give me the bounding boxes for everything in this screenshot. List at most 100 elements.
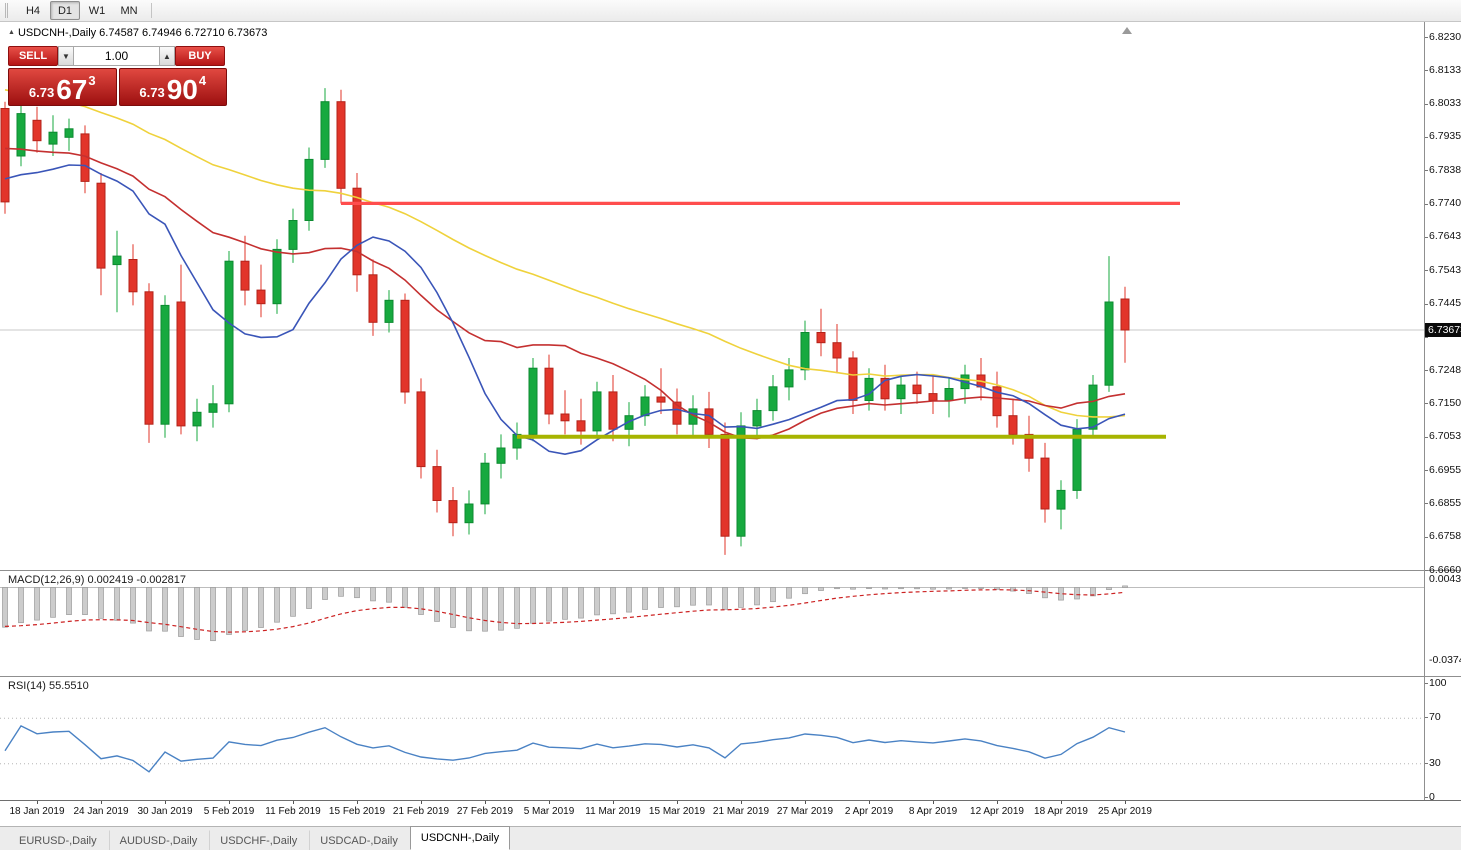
date-tick [997,801,998,804]
macd-histogram-bar [178,587,184,637]
date-label: 5 Feb 2019 [203,806,255,817]
macd-histogram-bar [66,587,72,615]
macd-histogram-bar [642,587,648,610]
moving-average-line-45 [4,89,1126,418]
candle [1024,415,1034,472]
price-axis-tick [1425,104,1428,105]
candle [288,208,298,263]
timeframe-button-mn[interactable]: MN [120,4,138,17]
buy-price-display[interactable]: 6.73 90 4 [118,68,227,106]
macd-histogram-bar [722,587,728,610]
macd-histogram-bar [930,587,936,590]
date-tick [805,801,806,804]
chart-tab-usdcnhdaily[interactable]: USDCNH-,Daily [409,826,511,850]
candle [416,378,426,479]
volume-input[interactable] [74,46,159,66]
chart-tab-audusddaily[interactable]: AUDUSD-,Daily [108,830,209,850]
chart-tab-usdcaddaily[interactable]: USDCAD-,Daily [309,830,409,850]
price-axis-tick [1425,270,1428,271]
timeframe-button-h4[interactable]: H4 [25,4,41,17]
price-axis-label: 6.80335 [1429,97,1461,109]
macd-histogram-bar [1010,587,1016,592]
candle [544,354,554,425]
current-price-badge: 6.73673 [1425,323,1461,337]
macd-histogram-bar [530,587,536,624]
candle [624,402,634,447]
one-click-trading-toggle-icon[interactable]: ▲ [8,29,15,36]
moving-average-line-22 [4,147,1126,440]
candle [256,264,266,318]
macd-histogram-bar [770,587,776,603]
buy-price-sup: 4 [198,73,207,88]
rsi-canvas[interactable] [0,677,1461,800]
macd-histogram-bar [818,587,824,591]
macd-histogram-bar [50,587,56,618]
sell-button[interactable]: SELL [8,46,58,66]
moving-average-line-10 [4,164,1126,456]
chart-tab-usdchfdaily[interactable]: USDCHF-,Daily [209,830,308,850]
macd-histogram-bar [306,587,312,609]
toolbar-separator-icon [151,3,152,18]
candle [944,378,954,418]
candle [464,490,474,535]
timeframe-button-w1[interactable]: W1 [88,4,106,17]
date-label: 2 Apr 2019 [844,806,894,817]
macd-histogram-bar [850,587,856,590]
macd-histogram-bar [370,587,376,602]
macd-canvas[interactable] [0,571,1461,676]
macd-axis-bottom-label: -0.03746 [1429,654,1461,666]
macd-histogram-bar [706,587,712,606]
timeframe-buttons: H4 D1 W1 MN [17,1,145,20]
time-axis[interactable]: 18 Jan 2019 24 Jan 2019 30 Jan 2019 5 Feb 2… [0,800,1461,826]
price-axis-tick [1425,304,1428,305]
date-label: 5 Mar 2019 [523,806,575,817]
date-tick [869,801,870,804]
buy-price-base: 6.73 [139,85,165,100]
candle [160,295,170,438]
macd-indicator-pane[interactable]: MACD(12,26,9) 0.002419 -0.002817 [0,570,1461,676]
macd-histogram-bar [322,587,328,600]
candle [1104,256,1114,392]
candle [880,364,890,411]
macd-histogram-bar [434,587,440,622]
macd-histogram-bar [786,587,792,599]
price-axis-tick [1425,137,1428,138]
macd-histogram-bar [354,587,360,599]
macd-histogram-bar [562,587,568,620]
macd-histogram-bar [1122,585,1128,588]
candle [896,375,906,414]
buy-button[interactable]: BUY [175,46,225,66]
macd-histogram-bar [898,587,904,590]
price-axis-tick [1425,170,1428,171]
macd-histogram-bar [498,587,504,631]
price-axis-label: 6.79355 [1429,130,1461,142]
candle [48,115,58,156]
candle [112,230,122,313]
volume-decrease-button[interactable]: ▼ [58,46,74,66]
price-axis-label: 6.82305 [1429,31,1461,43]
macd-histogram-bar [994,587,1000,590]
candlestick-chart-canvas[interactable] [0,22,1461,570]
chart-tab-eurusddaily[interactable]: EURUSD-,Daily [19,834,97,847]
price-axis[interactable]: 6.73673 6.82305 6.81330 6.80335 6.79355 6.78… [1424,22,1461,803]
chart-shift-marker[interactable] [1122,27,1132,34]
main-chart-pane[interactable] [0,22,1461,570]
price-axis-label: 6.72480 [1429,364,1461,376]
macd-histogram-bar [594,587,600,616]
price-axis-label: 6.71505 [1429,397,1461,409]
toolbar-drag-handle[interactable] [5,3,11,18]
price-axis-tick [1425,337,1428,338]
sell-price-display[interactable]: 6.73 67 3 [8,68,117,106]
price-axis-label: 6.70530 [1429,430,1461,442]
macd-histogram-bar [274,587,280,623]
rsi-indicator-pane[interactable]: RSI(14) 55.5510 [0,676,1461,800]
price-axis-tick [1425,37,1428,38]
volume-increase-button[interactable]: ▲ [159,46,175,66]
price-axis-tick [1425,70,1428,71]
macd-histogram-bar [962,587,968,589]
timeframe-button-d1[interactable]: D1 [50,1,80,20]
macd-histogram-bar [738,587,744,608]
candle [224,251,234,413]
sell-price-big: 67 [56,74,88,106]
candle [992,371,1002,428]
